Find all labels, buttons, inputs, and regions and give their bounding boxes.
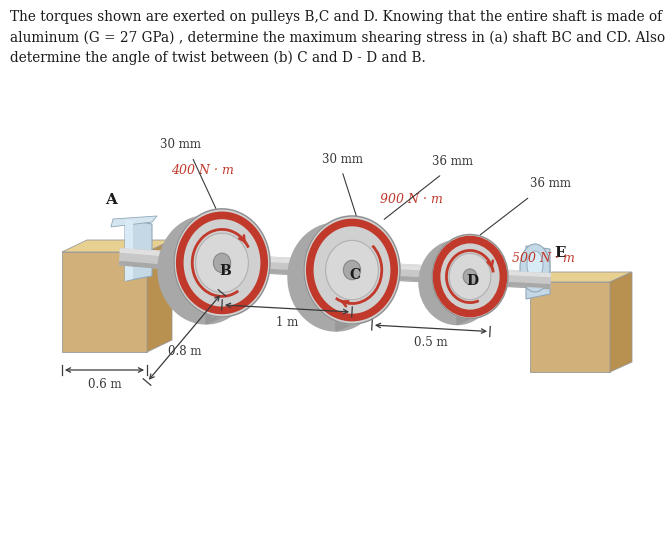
- Polygon shape: [336, 216, 352, 239]
- Polygon shape: [125, 219, 152, 281]
- Polygon shape: [530, 272, 632, 282]
- Polygon shape: [469, 270, 551, 287]
- Text: 36 mm: 36 mm: [432, 155, 473, 168]
- Polygon shape: [120, 249, 551, 289]
- Polygon shape: [352, 274, 469, 284]
- Polygon shape: [120, 262, 550, 289]
- Polygon shape: [526, 246, 550, 299]
- Polygon shape: [610, 272, 632, 372]
- Polygon shape: [221, 256, 352, 277]
- Ellipse shape: [158, 216, 254, 324]
- Polygon shape: [62, 240, 172, 252]
- Polygon shape: [221, 267, 352, 277]
- Text: C: C: [349, 268, 360, 282]
- Polygon shape: [147, 240, 172, 352]
- Ellipse shape: [174, 209, 270, 317]
- Polygon shape: [62, 252, 147, 352]
- Ellipse shape: [527, 251, 543, 279]
- Text: The torques shown are exerted on pulleys B,C and D. Knowing that the entire shaf: The torques shown are exerted on pulleys…: [10, 10, 665, 65]
- Polygon shape: [352, 263, 470, 284]
- Text: 900 N · m: 900 N · m: [380, 193, 443, 206]
- Polygon shape: [222, 256, 352, 266]
- Text: B: B: [219, 264, 231, 278]
- Ellipse shape: [520, 244, 550, 292]
- Ellipse shape: [432, 234, 508, 318]
- Text: 0.5 m: 0.5 m: [414, 337, 448, 349]
- Polygon shape: [206, 209, 222, 232]
- Polygon shape: [469, 280, 550, 287]
- Ellipse shape: [419, 241, 495, 325]
- Polygon shape: [336, 308, 352, 331]
- Ellipse shape: [213, 253, 231, 273]
- Polygon shape: [470, 270, 551, 277]
- Text: 1 m: 1 m: [276, 317, 298, 330]
- Polygon shape: [111, 216, 157, 227]
- Polygon shape: [122, 249, 193, 271]
- Polygon shape: [124, 249, 193, 258]
- Polygon shape: [530, 282, 610, 372]
- Text: 500 N · m: 500 N · m: [512, 252, 575, 265]
- Ellipse shape: [449, 254, 491, 300]
- Ellipse shape: [463, 269, 477, 284]
- Ellipse shape: [343, 261, 360, 280]
- Text: D: D: [466, 273, 478, 287]
- Ellipse shape: [304, 216, 400, 324]
- Text: A: A: [105, 193, 117, 207]
- Text: 400 N · m: 400 N · m: [170, 164, 233, 177]
- Text: 0.6 m: 0.6 m: [88, 378, 121, 391]
- Ellipse shape: [326, 240, 378, 300]
- Polygon shape: [352, 263, 470, 272]
- Text: 30 mm: 30 mm: [160, 138, 201, 151]
- Ellipse shape: [288, 223, 384, 331]
- Text: 0.8 m: 0.8 m: [168, 346, 201, 358]
- Polygon shape: [457, 234, 470, 253]
- Polygon shape: [122, 262, 192, 271]
- Polygon shape: [457, 306, 470, 325]
- Polygon shape: [125, 219, 133, 281]
- Text: 30 mm: 30 mm: [321, 153, 362, 166]
- Polygon shape: [206, 301, 222, 324]
- Text: E: E: [554, 246, 566, 260]
- Ellipse shape: [196, 233, 249, 293]
- Text: 36 mm: 36 mm: [529, 177, 571, 189]
- Polygon shape: [120, 249, 551, 276]
